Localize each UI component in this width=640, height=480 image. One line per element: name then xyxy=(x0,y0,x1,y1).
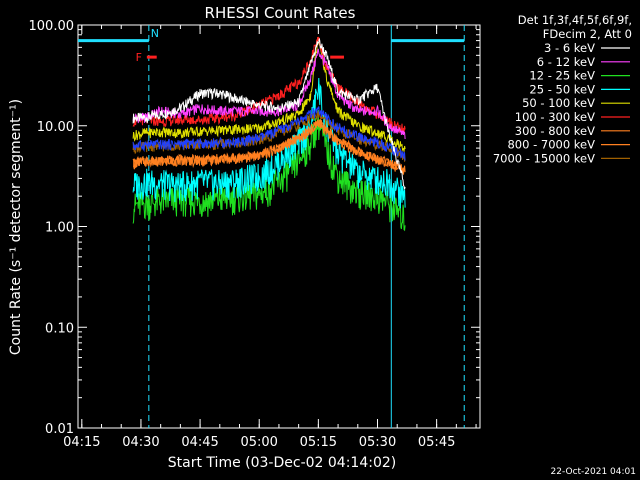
y-tick-label: 0.01 xyxy=(45,422,74,437)
series-line xyxy=(132,118,406,174)
legend-label: 100 - 300 keV xyxy=(515,110,595,124)
marker-f: F xyxy=(136,51,142,64)
legend-label: 3 - 6 keV xyxy=(544,41,595,55)
x-tick-label: 04:30 xyxy=(122,435,159,450)
timestamp: 22-Oct-2021 04:01 xyxy=(551,467,636,477)
series-line xyxy=(132,36,406,134)
legend: Det 1f,3f,4f,5f,6f,9f, FDecim 2, Att 0 3… xyxy=(493,13,632,165)
y-axis-label: Count Rate (s⁻¹ detector segment⁻¹) xyxy=(8,99,24,355)
legend-label: 50 - 100 keV xyxy=(522,96,595,110)
legend-label: 300 - 800 keV xyxy=(515,124,595,138)
legend-label: 12 - 25 keV xyxy=(529,69,595,83)
series-line xyxy=(132,77,406,209)
legend-label: 7000 - 15000 keV xyxy=(493,151,595,165)
plot-area: 0.01 0.10 1.00 10.00 100.00 04:15 04:30 04:45 05… xyxy=(29,19,481,450)
y-tick-label: 0.10 xyxy=(45,321,74,336)
legend-label: 25 - 50 keV xyxy=(529,82,595,96)
series-line xyxy=(132,106,406,161)
marker-n: N xyxy=(151,27,159,40)
y-tick-label: 10.00 xyxy=(37,120,74,135)
series-line xyxy=(132,38,406,190)
chart-title: RHESSI Count Rates xyxy=(205,4,356,22)
legend-header-line-1: Det 1f,3f,4f,5f,6f,9f, xyxy=(518,13,632,27)
x-tick-label: 05:45 xyxy=(418,435,455,450)
x-tick-label: 05:00 xyxy=(240,435,277,450)
y-tick-label: 100.00 xyxy=(29,19,75,34)
legend-header-line-2: FDecim 2, Att 0 xyxy=(543,27,632,41)
y-tick-label: 1.00 xyxy=(45,221,74,236)
legend-label: 800 - 7000 keV xyxy=(507,138,595,152)
x-tick-label: 05:30 xyxy=(359,435,396,450)
series-line xyxy=(132,48,406,140)
x-tick-label: 04:15 xyxy=(63,435,100,450)
x-tick-label: 05:15 xyxy=(300,435,337,450)
x-axis-label: Start Time (03-Dec-02 04:14:02) xyxy=(168,455,396,471)
x-tick-label: 04:45 xyxy=(181,435,218,450)
legend-label: 6 - 12 keV xyxy=(537,55,595,69)
series-line xyxy=(132,37,406,152)
